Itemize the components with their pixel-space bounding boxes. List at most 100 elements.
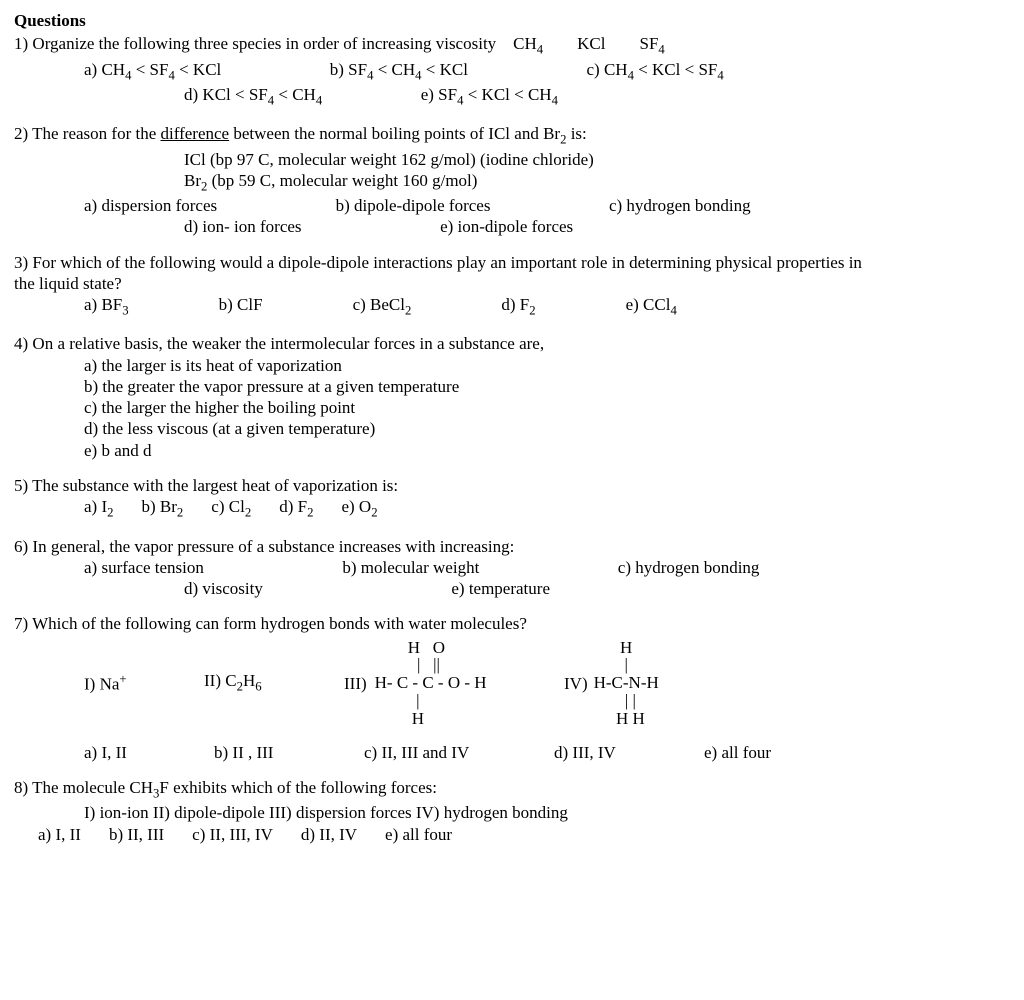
- question-7: 7) Which of the following can form hydro…: [14, 613, 1010, 763]
- q5-opt-c: c) Cl2: [211, 496, 251, 521]
- t: e) CCl: [626, 295, 671, 314]
- q6-opt-c: c) hydrogen bonding: [618, 558, 760, 577]
- l: H- C - C - O - H: [375, 673, 487, 692]
- q4-opt-a: a) the larger is its heat of vaporizatio…: [14, 355, 1010, 376]
- question-6: 6) In general, the vapor pressure of a s…: [14, 536, 1010, 600]
- t: e) SF: [421, 85, 457, 104]
- t: Br: [184, 171, 201, 190]
- q2-stem: 2) The reason for the difference between…: [14, 123, 1010, 148]
- q2-l1: ICl (bp 97 C, molecular weight 162 g/mol…: [14, 149, 1010, 170]
- l: H H: [603, 709, 649, 728]
- q7-iii: III) H O | || H- C - C - O - H | H: [344, 639, 564, 728]
- q3-opt-b: b) ClF: [219, 294, 263, 315]
- q3-stem2: the liquid state?: [14, 273, 1010, 294]
- s: 3: [122, 304, 128, 318]
- t: The molecule CH: [32, 778, 153, 797]
- l: H: [607, 638, 645, 657]
- question-1: 1) Organize the following three species …: [14, 33, 1010, 109]
- q3-opt-a: a) BF3: [84, 294, 129, 319]
- q3-opt-c: c) BeCl2: [353, 294, 412, 319]
- s: 2: [371, 506, 377, 520]
- q3-stem: 3) For which of the following would a di…: [14, 252, 1010, 273]
- s: 2: [405, 304, 411, 318]
- s: 2: [307, 506, 313, 520]
- q1-opt-d: d) KCl < SF4 < CH4: [184, 85, 322, 104]
- t: c) CH: [586, 60, 627, 79]
- q1-num: 1): [14, 34, 28, 53]
- t: For which of the following would a dipol…: [32, 253, 862, 272]
- q7-opt-e: e) all four: [704, 742, 771, 763]
- question-5: 5) The substance with the largest heat o…: [14, 475, 1010, 522]
- question-2: 2) The reason for the difference between…: [14, 123, 1010, 237]
- t: < CH: [274, 85, 316, 104]
- q7-iii-label: III): [344, 673, 367, 694]
- t: a) BF: [84, 295, 122, 314]
- q2-opt-c: c) hydrogen bonding: [609, 196, 751, 215]
- t: < KCl: [175, 60, 221, 79]
- q2-opt-a: a) dispersion forces: [84, 196, 217, 215]
- s: 2: [107, 506, 113, 520]
- t: a) I: [84, 497, 107, 516]
- t: H: [243, 671, 255, 690]
- question-4: 4) On a relative basis, the weaker the i…: [14, 333, 1010, 461]
- q5-opt-d: d) F2: [279, 496, 313, 521]
- q7-i: I) Na+: [84, 672, 204, 695]
- q7-structures: I) Na+ II) C2H6 III) H O | || H- C - C -…: [14, 639, 1010, 728]
- q6-stem: 6) In general, the vapor pressure of a s…: [14, 536, 1010, 557]
- q4-stem: 4) On a relative basis, the weaker the i…: [14, 333, 1010, 354]
- q1-row1: a) CH4 < SF4 < KCl b) SF4 < CH4 < KCl c)…: [14, 59, 1010, 84]
- q2-row1: a) dispersion forces b) dipole-dipole fo…: [14, 195, 1010, 216]
- l: |: [416, 691, 445, 710]
- s: +: [119, 672, 126, 686]
- q4-opt-d: d) the less viscous (at a given temperat…: [14, 418, 1010, 439]
- t: The reason for the: [32, 124, 160, 143]
- q4-opt-e: e) b and d: [14, 440, 1010, 461]
- q2-opt-b: b) dipole-dipole forces: [336, 196, 491, 215]
- t: b) SF: [330, 60, 367, 79]
- q6-opt-a: a) surface tension: [84, 558, 204, 577]
- s: 2: [245, 506, 251, 520]
- q2-l2: Br2 (bp 59 C, molecular weight 160 g/mol…: [14, 170, 1010, 195]
- t: I) Na: [84, 674, 119, 693]
- t: (bp 59 C, molecular weight 160 g/mol): [207, 171, 477, 190]
- q8-stem: 8) The molecule CH3F exhibits which of t…: [14, 777, 1010, 802]
- q1-opt-e: e) SF4 < KCl < CH4: [421, 85, 558, 104]
- s: 2: [177, 506, 183, 520]
- t: difference: [161, 124, 230, 143]
- s: 4: [717, 68, 723, 82]
- q8-opt-e: e) all four: [385, 824, 452, 845]
- t: < KCl < SF: [634, 60, 717, 79]
- q7-opt-c: c) II, III and IV: [364, 742, 554, 763]
- s: 4: [316, 93, 322, 107]
- q5-stem: 5) The substance with the largest heat o…: [14, 475, 1010, 496]
- q6-row1: a) surface tension b) molecular weight c…: [14, 557, 1010, 578]
- q5-opt-e: e) O2: [341, 496, 377, 521]
- q1-stem: 1) Organize the following three species …: [14, 33, 1010, 58]
- q6-num: 6): [14, 537, 28, 556]
- t: d) F: [279, 497, 307, 516]
- t: < KCl: [422, 60, 468, 79]
- t: d) F: [501, 295, 529, 314]
- q4-opt-c: c) the larger the higher the boiling poi…: [14, 397, 1010, 418]
- q3-options: a) BF3 b) ClF c) BeCl2 d) F2 e) CCl4: [14, 294, 1010, 319]
- q5-opt-a: a) I2: [84, 496, 114, 521]
- q5-opt-b: b) Br2: [142, 496, 184, 521]
- t: Which of the following can form hydrogen…: [32, 614, 527, 633]
- l: H O: [408, 638, 454, 657]
- q8-types: I) ion-ion II) dipole-dipole III) disper…: [14, 802, 1010, 823]
- q7-opt-a: a) I, II: [84, 742, 214, 763]
- q2-row2: d) ion- ion forces e) ion-dipole forces: [14, 216, 1010, 237]
- s: 4: [552, 93, 558, 107]
- t: On a relative basis, the weaker the inte…: [32, 334, 544, 353]
- q8-opt-b: b) II, III: [109, 824, 164, 845]
- t: c) Cl: [211, 497, 245, 516]
- q1-text: Organize the following three species in …: [32, 34, 664, 53]
- t: < SF: [131, 60, 168, 79]
- t: e) O: [341, 497, 371, 516]
- q6-opt-e: e) temperature: [451, 579, 550, 598]
- q7-iv: IV) H | H-C-N-H | | H H: [564, 639, 659, 728]
- q4-num: 4): [14, 334, 28, 353]
- t: In general, the vapor pressure of a subs…: [32, 537, 514, 556]
- q1-t1: Organize the following three species in …: [32, 34, 536, 53]
- q4-opt-b: b) the greater the vapor pressure at a g…: [14, 376, 1010, 397]
